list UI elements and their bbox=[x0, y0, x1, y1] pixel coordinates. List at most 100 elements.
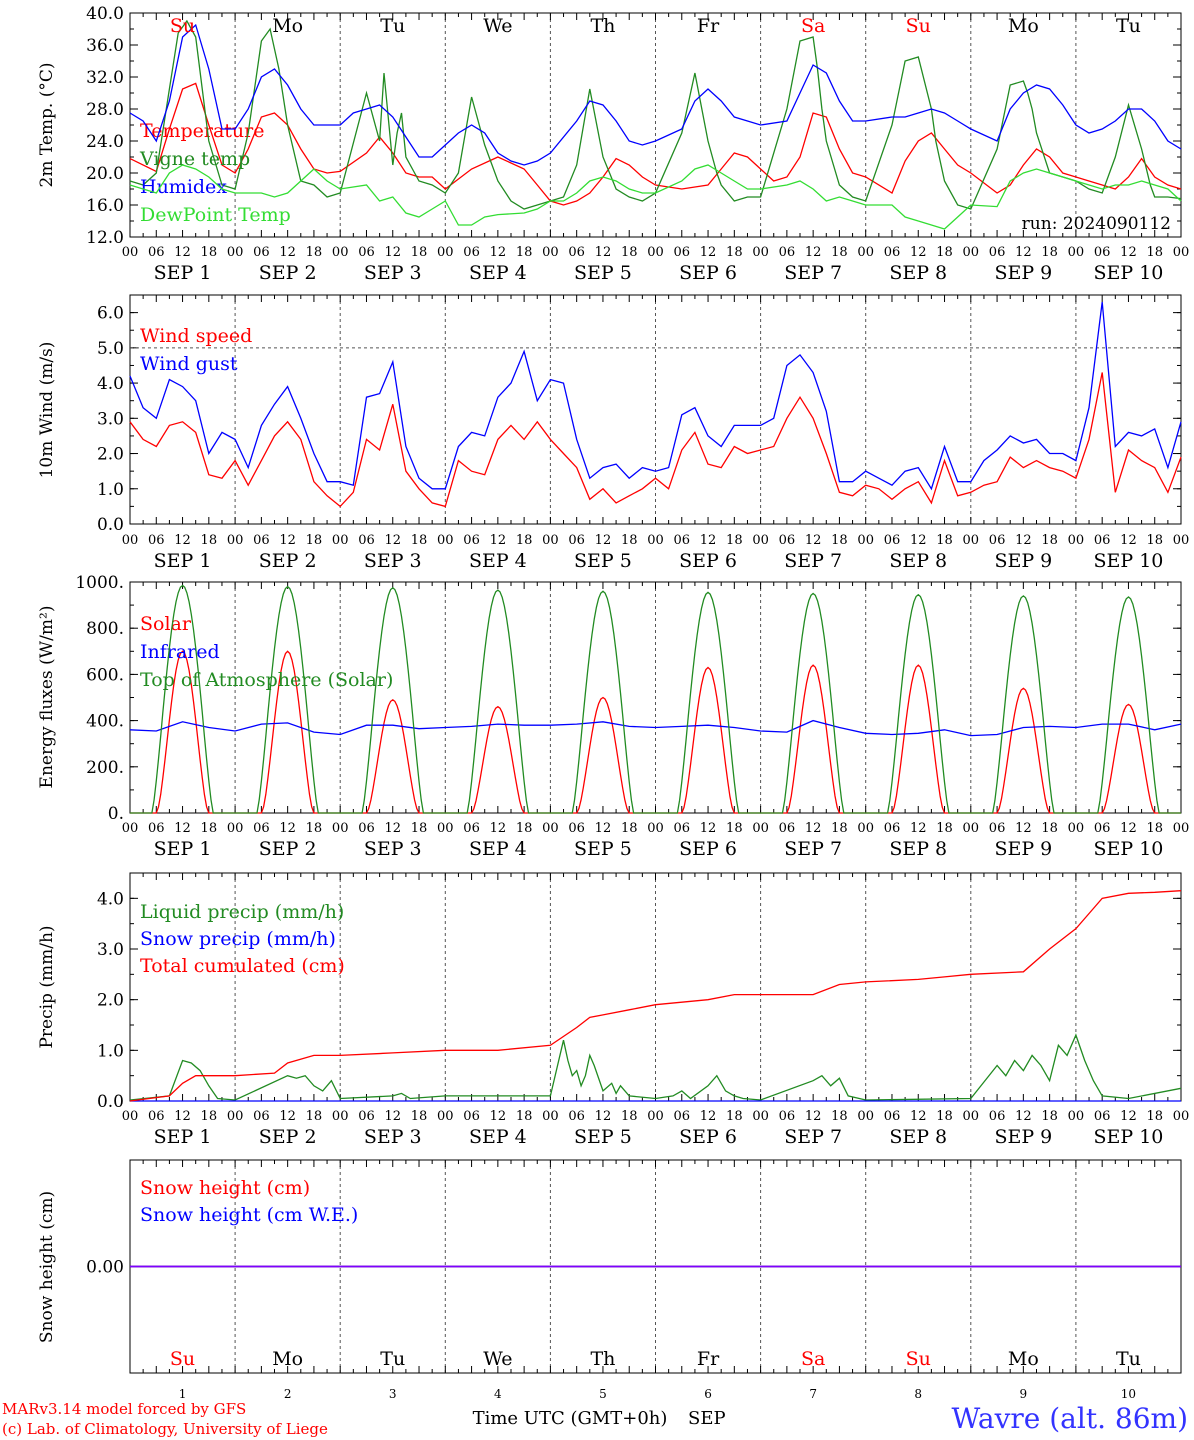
hour-tick-label: 06 bbox=[884, 1109, 901, 1124]
y-axis-label: Precip (mm/h) bbox=[37, 925, 57, 1048]
hour-tick-label: 12 bbox=[910, 1109, 927, 1124]
hour-tick-label: 12 bbox=[910, 245, 927, 260]
y-tick-label: 2.0 bbox=[97, 445, 124, 465]
credit-line-2: (c) Lab. of Climatology, University of L… bbox=[2, 1420, 328, 1438]
hour-tick-label: 06 bbox=[358, 821, 375, 836]
hour-tick-label: 12 bbox=[1015, 245, 1032, 260]
legend-entry: Vigne temp bbox=[139, 148, 250, 170]
hour-tick-label: 18 bbox=[726, 245, 743, 260]
hour-tick-label: 18 bbox=[516, 245, 533, 260]
day-number-label: 4 bbox=[494, 1387, 502, 1401]
hour-tick-label: 00 bbox=[227, 1109, 244, 1124]
hour-tick-label: 00 bbox=[1068, 533, 1085, 548]
hour-tick-label: 18 bbox=[306, 821, 323, 836]
date-label: SEP 8 bbox=[889, 262, 947, 284]
hour-tick-label: 00 bbox=[227, 533, 244, 548]
hour-tick-label: 00 bbox=[647, 533, 664, 548]
hour-tick-label: 06 bbox=[358, 1109, 375, 1124]
month-label: SEP bbox=[688, 1408, 726, 1429]
hour-tick-label: 06 bbox=[148, 533, 165, 548]
hour-tick-label: 06 bbox=[1094, 245, 1111, 260]
hour-tick-label: 00 bbox=[1173, 1109, 1190, 1124]
hour-tick-label: 18 bbox=[1146, 1109, 1163, 1124]
hour-tick-label: 06 bbox=[463, 245, 480, 260]
date-label: SEP 9 bbox=[994, 1126, 1052, 1148]
day-of-week-label: Mo bbox=[1008, 1348, 1039, 1370]
hour-tick-label: 18 bbox=[201, 245, 218, 260]
hour-tick-label: 00 bbox=[857, 245, 874, 260]
hour-tick-label: 06 bbox=[463, 1109, 480, 1124]
hour-tick-label: 12 bbox=[384, 1109, 401, 1124]
y-tick-label: 600. bbox=[86, 665, 124, 685]
day-of-week-label: Su bbox=[906, 1348, 931, 1370]
date-label: SEP 3 bbox=[364, 550, 422, 572]
day-of-week-label: Tu bbox=[1116, 15, 1141, 37]
y-tick-label: 0.0 bbox=[97, 515, 124, 535]
hour-tick-label: 12 bbox=[174, 245, 191, 260]
hour-tick-label: 06 bbox=[253, 533, 270, 548]
hour-tick-label: 12 bbox=[490, 533, 507, 548]
date-label: SEP 3 bbox=[364, 838, 422, 860]
hour-tick-label: 12 bbox=[174, 533, 191, 548]
y-tick-label: 800. bbox=[86, 619, 124, 639]
hour-tick-label: 06 bbox=[989, 533, 1006, 548]
y-axis-label: Snow height (cm) bbox=[37, 1191, 57, 1343]
hour-tick-label: 00 bbox=[647, 245, 664, 260]
hour-tick-label: 00 bbox=[227, 245, 244, 260]
hour-tick-label: 18 bbox=[831, 245, 848, 260]
hour-tick-label: 06 bbox=[674, 1109, 691, 1124]
y-tick-label: 28.0 bbox=[86, 100, 124, 120]
hour-tick-label: 00 bbox=[1173, 533, 1190, 548]
y-tick-label: 0.00 bbox=[86, 1258, 124, 1278]
hour-tick-label: 06 bbox=[779, 245, 796, 260]
y-tick-label: 12.0 bbox=[86, 228, 124, 248]
y-tick-label: 1.0 bbox=[97, 480, 124, 500]
legend-entry: Humidex bbox=[140, 176, 227, 198]
date-label: SEP 1 bbox=[154, 1126, 212, 1148]
hour-tick-label: 12 bbox=[1120, 821, 1137, 836]
hour-tick-label: 06 bbox=[568, 821, 585, 836]
day-number-label: 8 bbox=[914, 1387, 922, 1401]
hour-tick-label: 12 bbox=[910, 533, 927, 548]
hour-tick-label: 12 bbox=[805, 533, 822, 548]
hour-tick-label: 06 bbox=[674, 821, 691, 836]
hour-tick-label: 06 bbox=[253, 245, 270, 260]
series-total-cumulated-cm- bbox=[129, 890, 1182, 1102]
legend-entry: Infrared bbox=[140, 641, 220, 663]
date-label: SEP 4 bbox=[469, 1126, 527, 1148]
day-of-week-label: Th bbox=[590, 15, 615, 37]
series-wind-gust bbox=[129, 301, 1182, 491]
hour-tick-label: 06 bbox=[884, 245, 901, 260]
day-of-week-label: Fr bbox=[697, 15, 720, 37]
hour-tick-label: 00 bbox=[1173, 245, 1190, 260]
hour-tick-label: 06 bbox=[674, 533, 691, 548]
hour-tick-label: 12 bbox=[700, 245, 717, 260]
legend-entry: Temperature bbox=[140, 120, 264, 142]
y-axis-label: 2m Temp. (°C) bbox=[37, 62, 57, 187]
hour-tick-label: 00 bbox=[122, 245, 139, 260]
time-axis-label: Time UTC (GMT+0h) bbox=[473, 1408, 668, 1429]
hour-tick-label: 00 bbox=[332, 533, 349, 548]
panel-wind: 0.0 1.0 2.0 3.0 4.0 5.0 6.0 10m Wind (m/s) Wind … bbox=[37, 294, 1190, 572]
hour-tick-label: 18 bbox=[621, 245, 638, 260]
hour-tick-label: 18 bbox=[201, 821, 218, 836]
y-tick-label: 16.0 bbox=[86, 196, 124, 216]
hour-tick-label: 06 bbox=[884, 821, 901, 836]
day-number-label: 2 bbox=[284, 1387, 292, 1401]
date-label: SEP 6 bbox=[679, 262, 737, 284]
legend-entry: Top of Atmosphere (Solar) bbox=[140, 669, 393, 691]
hour-tick-label: 18 bbox=[306, 533, 323, 548]
day-of-week-label: We bbox=[483, 1348, 512, 1370]
series-wind-speed bbox=[129, 372, 1182, 508]
y-tick-label: 6.0 bbox=[97, 304, 124, 324]
y-tick-label: 400. bbox=[86, 712, 124, 732]
date-label: SEP 7 bbox=[784, 1126, 842, 1148]
legend-entry: Solar bbox=[140, 613, 192, 635]
hour-tick-label: 12 bbox=[700, 821, 717, 836]
hour-tick-label: 12 bbox=[1015, 1109, 1032, 1124]
hour-tick-label: 06 bbox=[148, 1109, 165, 1124]
hour-tick-label: 18 bbox=[831, 533, 848, 548]
panel-precip: 0.0 1.0 2.0 3.0 4.0 Precip (mm/h) Liquid preci… bbox=[37, 872, 1190, 1148]
hour-tick-label: 18 bbox=[411, 533, 428, 548]
